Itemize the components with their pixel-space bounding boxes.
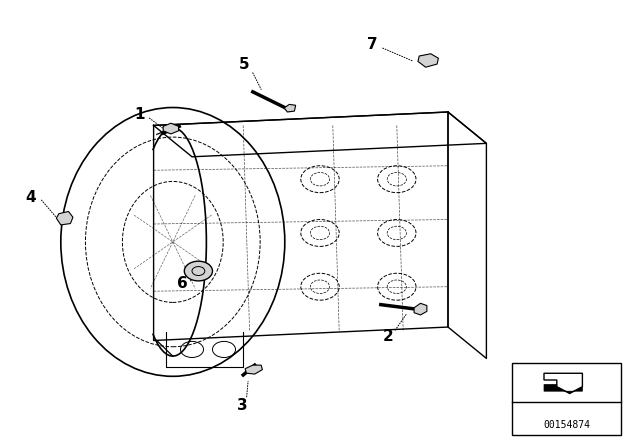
Polygon shape	[284, 104, 296, 112]
Text: 5: 5	[239, 57, 250, 73]
Circle shape	[184, 261, 212, 281]
Polygon shape	[56, 211, 73, 225]
Text: 1: 1	[134, 107, 145, 122]
Polygon shape	[544, 384, 582, 393]
Text: 4: 4	[26, 190, 36, 205]
Text: 00154874: 00154874	[543, 420, 590, 430]
Polygon shape	[245, 365, 262, 374]
Polygon shape	[414, 303, 427, 315]
Text: 3: 3	[237, 398, 247, 413]
Text: 7: 7	[367, 37, 378, 52]
Polygon shape	[418, 54, 438, 67]
Text: 6: 6	[177, 276, 188, 291]
Polygon shape	[544, 373, 582, 393]
Polygon shape	[163, 123, 179, 134]
Text: 2: 2	[383, 329, 394, 345]
